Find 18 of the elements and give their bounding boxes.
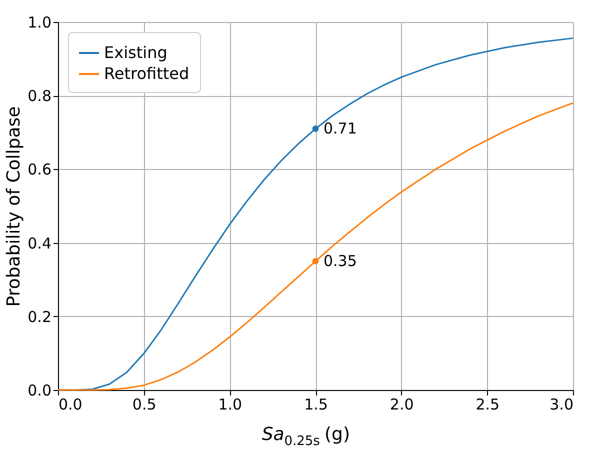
y-tick-label: 0.4 (28, 234, 52, 252)
y-tick-label: 0.6 (28, 160, 52, 179)
y-tick-label: 0.2 (28, 308, 52, 326)
x-tick-label: 2.0 (390, 396, 414, 414)
y-tick-label: 0.0 (28, 382, 52, 400)
x-tick-label: 2.5 (476, 396, 500, 414)
data-label: 0.35 (324, 252, 357, 270)
y-tick-label: 1.0 (28, 14, 52, 32)
legend-label: Existing (104, 43, 168, 62)
y-axis-title: Probability of Collpase (4, 106, 25, 307)
data-label: 0.71 (324, 120, 357, 138)
legend-label: Retrofitted (104, 64, 190, 83)
y-tick-label: 0.8 (28, 87, 52, 106)
x-tick-label: 0.0 (58, 396, 82, 414)
x-tick-label: 3.0 (550, 396, 574, 414)
x-tick-label: 0.5 (132, 396, 156, 414)
x-tick-label: 1.5 (304, 396, 328, 414)
x-tick-label: 1.0 (218, 396, 242, 414)
